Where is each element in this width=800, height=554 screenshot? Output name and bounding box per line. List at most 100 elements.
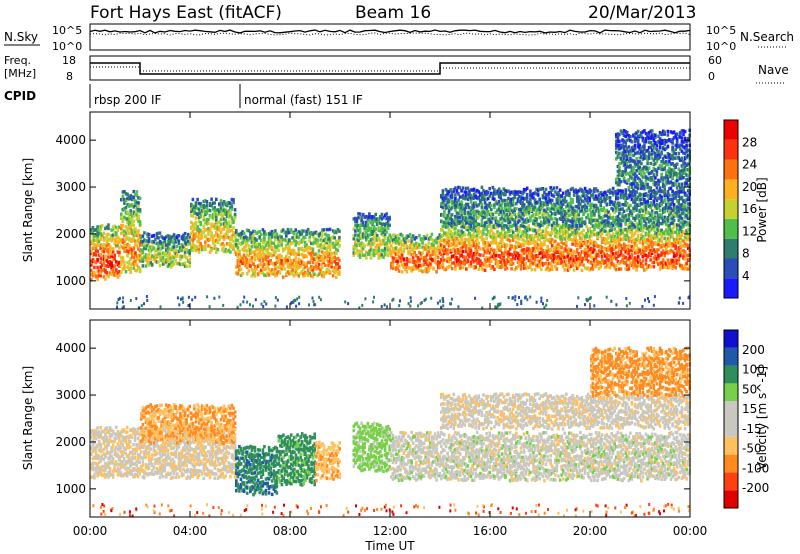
- heatmap-cell: [324, 242, 327, 246]
- heatmap-cell: [496, 219, 499, 224]
- heatmap-cell: [427, 265, 431, 270]
- heatmap-cell: [575, 249, 579, 254]
- heatmap-cell: [440, 238, 443, 243]
- heatmap-cell: [558, 235, 562, 239]
- heatmap-cell: [488, 224, 491, 229]
- heatmap-cell: [458, 195, 462, 199]
- station-title: Fort Hays East (fitACF): [90, 3, 282, 23]
- heatmap-cell: [104, 268, 107, 272]
- heatmap-cell: [508, 214, 512, 219]
- heatmap-cell: [360, 246, 363, 250]
- heatmap-cell: [611, 232, 615, 236]
- heatmap-cell: [527, 242, 531, 246]
- heatmap-cell: [336, 262, 340, 266]
- heatmap-cell: [547, 268, 551, 272]
- heatmap-cell: [608, 241, 612, 245]
- heatmap-cell: [91, 237, 95, 242]
- heatmap-cell: [438, 251, 441, 255]
- heatmap-cell: [227, 224, 231, 228]
- heatmap-cell: [286, 238, 290, 242]
- heatmap-cell: [555, 192, 559, 196]
- heatmap-cell: [137, 196, 140, 200]
- heatmap-cell: [314, 261, 318, 265]
- heatmap-cell: [497, 241, 501, 246]
- heatmap-cell: [550, 205, 554, 210]
- heatmap-cell: [616, 254, 620, 259]
- heatmap-cell: [444, 267, 448, 272]
- heatmap-cell: [361, 212, 365, 217]
- heatmap-cell: [555, 235, 559, 239]
- heatmap-cell: [399, 239, 402, 243]
- heatmap-cell: [600, 236, 604, 241]
- heatmap-cell: [497, 234, 501, 238]
- heatmap-cell: [477, 258, 481, 262]
- heatmap-cell: [507, 234, 510, 238]
- heatmap-cell: [382, 255, 385, 259]
- heatmap-cell: [590, 266, 593, 271]
- heatmap-cell: [516, 199, 520, 203]
- heatmap-cell: [624, 250, 627, 254]
- heatmap-cell: [563, 213, 566, 217]
- heatmap-cell: [322, 228, 326, 232]
- heatmap-cell: [671, 244, 674, 248]
- heatmap-cell: [430, 242, 434, 246]
- heatmap-cell: [267, 273, 271, 277]
- heatmap-cell: [116, 275, 120, 279]
- heatmap-cell: [286, 258, 290, 262]
- heatmap-cell: [158, 231, 162, 235]
- heatmap-cell: [186, 250, 190, 254]
- heatmap-cell: [686, 227, 690, 232]
- heatmap-cell: [457, 219, 460, 223]
- heatmap-cell: [540, 247, 543, 251]
- heatmap-cell: [565, 234, 568, 239]
- heatmap-cell: [224, 203, 227, 207]
- heatmap-cell: [316, 244, 319, 248]
- heatmap-cell: [508, 200, 512, 204]
- heatmap-cell: [666, 265, 670, 270]
- heatmap-cell: [469, 262, 473, 266]
- heatmap-cell: [352, 217, 356, 221]
- heatmap-cell: [129, 251, 132, 255]
- heatmap-cell: [242, 248, 246, 253]
- heatmap-cell: [454, 215, 457, 219]
- heatmap-cell: [425, 244, 429, 249]
- heatmap-cell: [518, 225, 521, 229]
- heatmap-cell: [93, 251, 96, 256]
- heatmap-cell: [250, 245, 254, 249]
- heatmap-cell: [558, 249, 562, 254]
- heatmap-cell: [497, 223, 501, 228]
- heatmap-cell: [124, 217, 128, 221]
- heatmap-cell: [600, 245, 604, 250]
- heatmap-cell: [438, 265, 441, 270]
- heatmap-cell: [525, 246, 529, 251]
- heatmap-cell: [172, 242, 176, 246]
- heatmap-cell: [588, 234, 591, 238]
- heatmap-cell: [297, 257, 301, 261]
- heatmap-cell: [177, 239, 181, 243]
- heatmap-cell: [441, 213, 445, 217]
- heatmap-cell: [396, 233, 399, 238]
- heatmap-cell: [572, 234, 576, 238]
- heatmap-cell: [328, 252, 332, 256]
- heatmap-cell: [446, 241, 449, 245]
- heatmap-cell: [306, 268, 310, 272]
- heatmap-cell: [647, 248, 651, 252]
- heatmap-cell: [679, 225, 682, 229]
- heatmap-cell: [155, 247, 159, 251]
- heatmap-cell: [569, 252, 573, 256]
- heatmap-cell: [138, 220, 142, 224]
- heatmap-cell: [126, 226, 129, 231]
- heatmap-cell: [518, 190, 521, 194]
- heatmap-cell: [532, 192, 535, 196]
- heatmap-cell: [396, 266, 399, 270]
- heatmap-cell: [358, 236, 362, 241]
- heatmap-cell: [511, 235, 515, 239]
- heatmap-cell: [197, 247, 201, 251]
- heatmap-cell: [515, 235, 518, 239]
- heatmap-cell: [677, 228, 681, 233]
- heatmap-cell: [686, 233, 690, 237]
- heatmap-cell: [547, 214, 551, 218]
- heatmap-cell: [267, 262, 271, 266]
- heatmap-cell: [635, 264, 638, 269]
- heatmap-cell: [658, 238, 662, 242]
